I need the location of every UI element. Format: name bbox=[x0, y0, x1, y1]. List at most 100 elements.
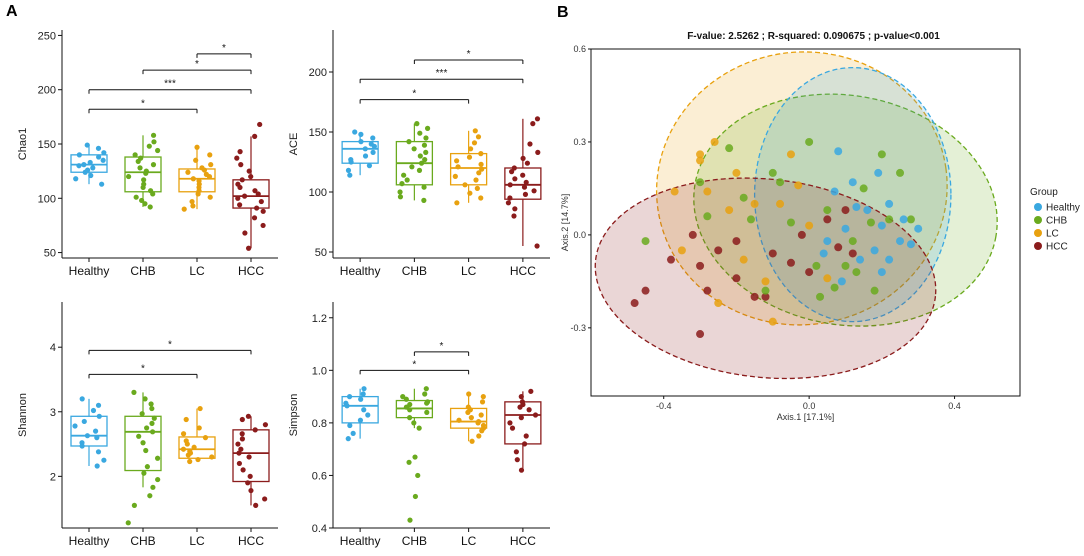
sample-point-hcc bbox=[834, 243, 843, 252]
data-point bbox=[422, 157, 428, 163]
sample-point-healthy bbox=[819, 249, 828, 258]
data-point bbox=[507, 195, 513, 201]
box-chb bbox=[124, 132, 162, 210]
data-point bbox=[190, 203, 196, 209]
y-tick-label: 50 bbox=[315, 247, 327, 259]
data-point bbox=[144, 425, 150, 431]
data-point bbox=[81, 162, 87, 168]
data-point bbox=[236, 460, 242, 467]
data-point bbox=[421, 184, 427, 190]
data-point bbox=[514, 457, 520, 463]
x-tick-label: LC bbox=[189, 264, 205, 278]
data-point bbox=[207, 152, 213, 158]
box-hcc bbox=[504, 388, 542, 473]
data-point bbox=[407, 401, 413, 408]
data-point bbox=[137, 165, 143, 171]
panel-b-label: B bbox=[557, 4, 569, 21]
data-point bbox=[534, 243, 540, 249]
data-point bbox=[343, 400, 349, 406]
sample-point-healthy bbox=[877, 221, 886, 230]
sample-point-chb bbox=[812, 261, 821, 270]
data-point bbox=[84, 433, 91, 439]
sample-point-chb bbox=[823, 206, 832, 215]
box-lc bbox=[178, 144, 216, 212]
sample-point-hcc bbox=[823, 215, 832, 224]
data-point bbox=[138, 155, 144, 161]
data-point bbox=[423, 135, 429, 141]
data-point bbox=[242, 230, 248, 236]
data-point bbox=[478, 412, 484, 418]
data-point bbox=[252, 427, 258, 433]
data-point bbox=[412, 454, 418, 460]
data-point bbox=[238, 162, 244, 168]
data-point bbox=[73, 176, 79, 182]
data-point bbox=[479, 399, 486, 405]
x-tick-label: 0.4 bbox=[948, 401, 961, 411]
data-point bbox=[235, 181, 241, 187]
data-point bbox=[150, 484, 156, 490]
sample-point-hcc bbox=[848, 249, 857, 258]
x-tick-label: 0.0 bbox=[803, 401, 816, 411]
significance-bracket: * bbox=[359, 89, 470, 104]
sample-point-hcc bbox=[696, 261, 705, 270]
data-point bbox=[524, 160, 531, 166]
data-point bbox=[239, 416, 245, 423]
data-point bbox=[132, 152, 138, 158]
data-point bbox=[239, 177, 245, 183]
data-point bbox=[523, 179, 529, 185]
y-tick-label: 150 bbox=[309, 127, 327, 139]
data-point bbox=[257, 121, 263, 128]
box-lc bbox=[449, 128, 488, 206]
data-point bbox=[144, 464, 150, 470]
data-point bbox=[422, 391, 428, 397]
data-point bbox=[345, 436, 351, 442]
box-chb bbox=[395, 121, 434, 203]
data-point bbox=[365, 412, 371, 418]
legend-label: LC bbox=[1046, 229, 1059, 240]
data-point bbox=[352, 129, 358, 135]
data-point bbox=[424, 125, 431, 131]
data-point bbox=[180, 446, 187, 452]
pcoa-scatter-plot: F-value: 2.5262 ; R-squared: 0.090675 ; … bbox=[560, 31, 1080, 422]
data-point bbox=[476, 433, 482, 439]
data-point bbox=[100, 157, 106, 163]
data-point bbox=[417, 153, 423, 159]
data-point bbox=[509, 169, 515, 175]
y-axis-label: ACE bbox=[288, 133, 300, 156]
y-tick-label: 0.6 bbox=[312, 470, 327, 482]
data-point bbox=[245, 245, 252, 251]
data-point bbox=[131, 502, 137, 508]
significance-label: * bbox=[141, 363, 145, 374]
data-point bbox=[92, 428, 99, 434]
data-point bbox=[416, 167, 423, 173]
data-point bbox=[473, 177, 479, 183]
data-point bbox=[101, 150, 107, 156]
data-point bbox=[79, 440, 85, 446]
y-tick-label: 4 bbox=[50, 342, 56, 354]
stats-title: F-value: 2.5262 ; R-squared: 0.090675 ; … bbox=[687, 31, 940, 42]
data-point bbox=[150, 429, 156, 435]
data-point bbox=[245, 413, 252, 419]
data-point bbox=[350, 430, 356, 436]
data-point bbox=[237, 202, 243, 208]
data-point bbox=[409, 164, 415, 170]
data-point bbox=[535, 149, 541, 155]
data-point bbox=[511, 165, 517, 171]
data-point bbox=[202, 435, 209, 441]
data-point bbox=[196, 425, 202, 431]
data-point bbox=[239, 431, 245, 437]
data-point bbox=[262, 496, 268, 502]
data-point bbox=[147, 204, 153, 210]
y-tick-label: 100 bbox=[309, 187, 327, 199]
data-point bbox=[480, 394, 486, 400]
data-point bbox=[406, 139, 412, 145]
data-point bbox=[421, 142, 428, 148]
data-point bbox=[520, 155, 526, 161]
data-point bbox=[133, 194, 139, 200]
data-point bbox=[407, 517, 413, 523]
data-point bbox=[360, 391, 366, 397]
data-point bbox=[466, 391, 472, 397]
data-point bbox=[150, 162, 157, 168]
y-tick-label: 0.3 bbox=[573, 137, 586, 147]
